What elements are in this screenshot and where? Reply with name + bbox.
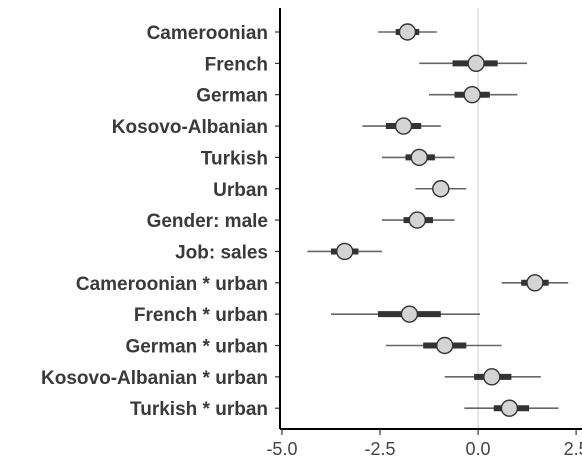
y-tick-label: Kosovo-Albanian * urban: [41, 368, 268, 389]
y-tick-label: Cameroonian: [147, 23, 268, 44]
point-estimate: [410, 148, 428, 167]
y-tick-label: Urban: [213, 180, 268, 201]
point-estimate: [483, 368, 501, 386]
y-tick-label: Cameroonian * urban: [76, 274, 268, 295]
y-tick-label: German: [196, 86, 268, 107]
point-estimate: [500, 399, 519, 417]
y-tick-label: French * urban: [134, 305, 268, 326]
y-tick-label: Turkish * urban: [130, 399, 268, 420]
plot-area: Cameroonian French German Kosovo-Albanian Tu…: [41, 8, 582, 459]
y-tick-label: Turkish: [201, 148, 268, 169]
x-tick-label: 0.0: [466, 439, 491, 459]
x-tick-label: -5.0: [266, 439, 297, 459]
point-estimate: [400, 305, 419, 323]
point-estimate: [408, 211, 426, 229]
point-estimate: [467, 54, 485, 73]
x-tick-label: 2.5: [564, 439, 582, 459]
y-tick-label: Gender: male: [147, 211, 268, 232]
point-estimate: [336, 242, 354, 261]
y-tick-label: French: [205, 54, 268, 75]
point-estimate: [394, 117, 413, 135]
point-estimate: [436, 336, 454, 355]
point-estimate: [463, 85, 481, 104]
y-tick-label: Job: sales: [175, 242, 268, 263]
point-estimate: [398, 23, 417, 41]
y-tick-label: German * urban: [125, 337, 268, 358]
x-tick-label: -2.5: [364, 439, 395, 459]
point-estimate: [432, 180, 450, 198]
y-tick-label: Kosovo-Albanian: [112, 117, 268, 138]
point-estimate: [526, 274, 544, 292]
